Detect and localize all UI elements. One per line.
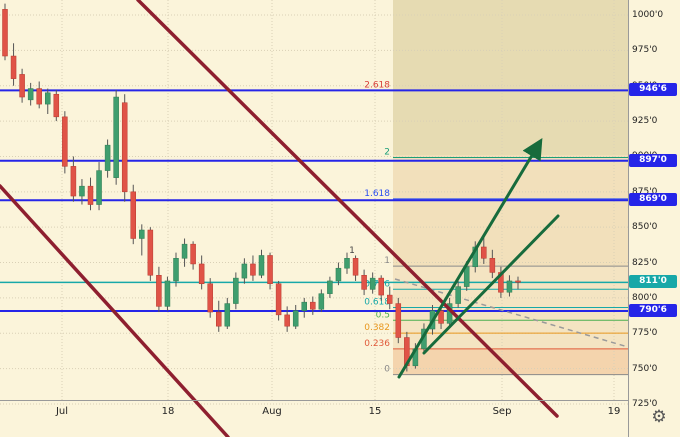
fib-level-label: 2 [384,148,390,158]
candle-body [190,243,196,265]
candle-body [96,170,102,205]
uptrend-line-outer[interactable] [422,214,560,355]
fib-level-label: 0.5 [376,310,390,320]
downtrend-line-upper[interactable] [136,0,559,418]
price-badge: 790'6 [629,303,677,317]
candle-body [318,293,325,310]
candle-body [241,263,248,279]
candle-body [506,280,513,293]
candle-body [207,283,213,313]
fib-level-label: 1 [384,256,390,266]
candle-body [395,303,402,338]
price-badge: 897'0 [629,153,677,167]
candle-body [481,246,487,259]
fib-level-label: 0.618 [364,298,390,308]
shaded-band [393,0,628,156]
candle-body [70,166,77,197]
price-label: 825'0 [632,257,658,268]
wave-annotation: 1 [349,246,355,256]
fib-level-label: 0.786 [364,279,390,289]
candle-body [164,280,171,307]
candle-body [10,55,17,79]
candle-body [216,311,222,327]
shaded-band [393,155,628,267]
candle-body [2,9,8,57]
candle-body [455,286,461,304]
candle-body [361,275,367,290]
price-label: 975'0 [632,45,658,56]
price-badge: 946'6 [629,83,677,97]
uptrend-line-steep[interactable] [397,137,543,379]
candle-body [344,258,350,269]
candle-body [147,229,154,276]
price-label: 800'0 [632,292,658,303]
price-label: 775'0 [632,328,658,339]
candle-body [292,310,299,327]
candle-body [284,314,290,327]
candle-body [19,74,25,98]
candle-body [378,277,384,296]
fib-level-label: 0.382 [364,323,390,333]
fib-level-label: 0 [384,365,390,375]
candle-body [369,277,376,290]
fib-level-label: 1.618 [364,189,390,199]
time-label: Sep [492,406,512,417]
time-label: 18 [161,406,175,417]
candle-body [62,116,68,167]
time-label: Aug [262,406,282,417]
candle-body [275,283,282,316]
candle-body [139,229,145,239]
candle-body [173,258,179,282]
price-label: 725'0 [632,398,658,409]
candle-body [489,258,496,273]
candle-body [87,185,94,205]
candle-body [267,255,273,285]
price-badge: 869'0 [629,193,677,207]
projection-dashed-line[interactable] [394,278,629,348]
candle-body [27,88,34,101]
candle-body [515,280,521,283]
price-label: 850'0 [632,222,658,233]
candle-body [79,185,85,197]
candle-body [45,92,51,105]
candle-body [310,301,316,310]
candle-body [156,275,162,307]
time-axis[interactable]: Jul 18 Aug 15 Sep 19 [0,400,628,437]
time-label: 19 [607,406,621,417]
candle-body [250,263,256,276]
candle-body [335,267,342,282]
candle-body [130,191,136,239]
candle-body [104,144,111,171]
candle-body [121,102,128,193]
fib-level-label: 2.618 [364,80,390,90]
candle-body [224,303,231,327]
current-price-badge: 811'0 [629,275,677,289]
fib-level-label: 0.236 [364,339,390,349]
price-label: 875'0 [632,186,658,197]
time-label: Jul [55,406,69,417]
time-label: 15 [368,406,382,417]
candle-body [438,310,444,324]
settings-gear-icon[interactable]: ⚙ [651,407,667,427]
candle-body [352,258,359,276]
price-label: 750'0 [632,363,658,374]
candle-body [327,280,333,294]
candle-body [258,255,265,276]
price-axis[interactable]: 1000'0975'0950'0925'0900'0875'0850'0825'… [628,0,680,437]
downtrend-line-lower[interactable] [0,184,230,437]
price-label: 925'0 [632,116,658,127]
candle-body [233,277,239,304]
candle-body [36,88,42,105]
candle-body [198,263,205,285]
candle-body [113,96,119,178]
candle-body [53,93,60,118]
candle-body [181,243,188,259]
candle-body [387,294,393,304]
candle-body [301,301,307,311]
price-label: 1000'0 [632,9,664,20]
